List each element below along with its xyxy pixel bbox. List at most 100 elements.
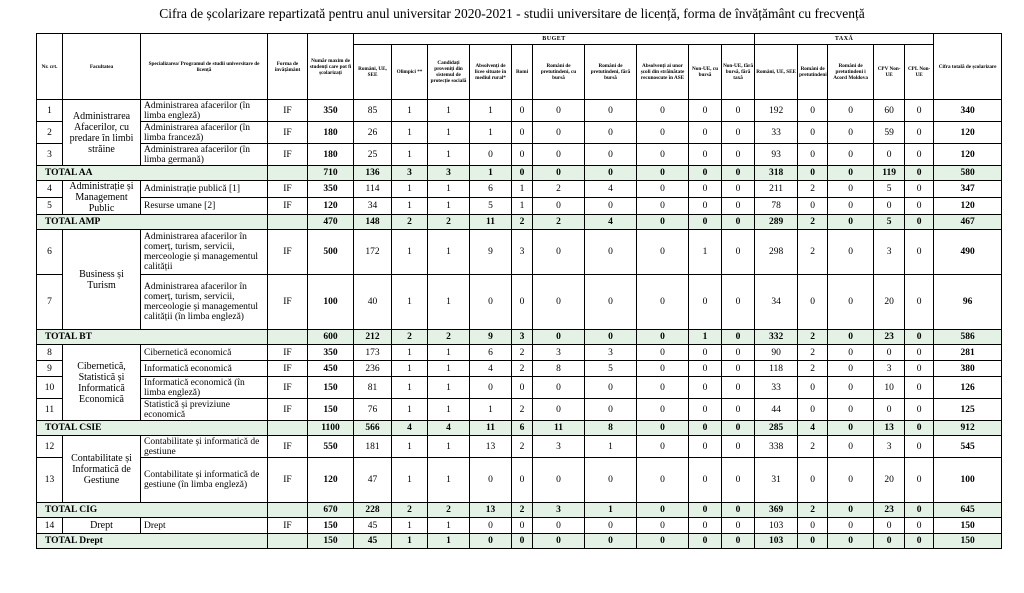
value-cell: 0 xyxy=(904,165,935,181)
table-row: 5 Resurse umane [2] IF 120 34 1 1 5 1 0 0 0 0 0 78 0 0 0 0… xyxy=(36,197,1003,215)
value-cell: 0 xyxy=(827,398,875,421)
value-cell: 1 xyxy=(427,274,470,330)
value-cell: 3 xyxy=(873,435,906,458)
value-cell: 31 xyxy=(754,457,799,503)
value-cell: 0 xyxy=(904,360,935,377)
value-cell: 103 xyxy=(754,533,799,549)
value-cell: 0 xyxy=(532,457,585,503)
value-cell: 0 xyxy=(720,197,756,215)
value-cell: 2 xyxy=(797,435,829,458)
total-cell: 347 xyxy=(933,180,1003,198)
enrollment-table: Nr. crt. Facultatea Specializarea/ Progr… xyxy=(36,33,1003,549)
value-cell: 0 xyxy=(688,344,722,361)
value-cell: 76 xyxy=(353,398,392,421)
value-cell: 34 xyxy=(754,274,799,330)
table-row: 7 Administrarea afacerilor în comerț, tur… xyxy=(36,274,1003,330)
value-cell: 0 xyxy=(720,99,756,122)
value-cell: 0 xyxy=(904,435,935,458)
forma-cell: IF xyxy=(267,121,308,144)
header-buget-col: Români de pretutindeni, cu bursă xyxy=(532,44,585,100)
value-cell: 1 xyxy=(427,376,470,399)
value-cell: 0 xyxy=(797,376,829,399)
value-cell: 0 xyxy=(797,398,829,421)
value-cell: 5 xyxy=(873,214,906,230)
total-cell: 545 xyxy=(933,435,1003,458)
value-cell: 0 xyxy=(584,457,637,503)
header-buget-col: Romi xyxy=(511,44,533,100)
value-cell: 0 xyxy=(688,360,722,377)
value-cell: 1 xyxy=(427,197,470,215)
value-cell: 1 xyxy=(427,435,470,458)
value-cell: 0 xyxy=(904,229,935,275)
value-cell: 26 xyxy=(353,121,392,144)
value-cell: 1 xyxy=(469,398,512,421)
value-cell: 1 xyxy=(427,344,470,361)
value-cell: 0 xyxy=(584,329,637,345)
value-cell: 8 xyxy=(584,420,637,436)
value-cell: 0 xyxy=(827,376,875,399)
numar-cell: 120 xyxy=(307,197,354,215)
value-cell: 2 xyxy=(797,502,829,518)
value-cell: 1 xyxy=(469,121,512,144)
value-cell: 33 xyxy=(754,376,799,399)
value-cell: 3 xyxy=(584,344,637,361)
value-cell: 119 xyxy=(873,165,906,181)
value-cell: 0 xyxy=(688,121,722,144)
forma-cell: IF xyxy=(267,360,308,377)
value-cell: 1 xyxy=(427,398,470,421)
value-cell: 0 xyxy=(511,376,533,399)
value-cell: 1 xyxy=(391,398,428,421)
value-cell: 0 xyxy=(688,420,722,436)
value-cell: 0 xyxy=(904,329,935,345)
total-cell: 467 xyxy=(933,214,1003,230)
value-cell: 13 xyxy=(469,435,512,458)
value-cell: 1 xyxy=(511,197,533,215)
numar-cell: 350 xyxy=(307,180,354,198)
value-cell: 0 xyxy=(636,376,689,399)
total-cell: 340 xyxy=(933,99,1003,122)
value-cell: 0 xyxy=(688,214,722,230)
total-cell: 100 xyxy=(933,457,1003,503)
value-cell: 4 xyxy=(584,214,637,230)
value-cell: 60 xyxy=(873,99,906,122)
value-cell: 0 xyxy=(720,180,756,198)
header-buget-col: Absolvenți de licee situate în mediul ru… xyxy=(469,44,512,100)
forma-cell: IF xyxy=(267,99,308,122)
value-cell: 2 xyxy=(797,180,829,198)
total-cell: 645 xyxy=(933,502,1003,518)
value-cell: 2 xyxy=(532,214,585,230)
forma-cell xyxy=(267,165,308,181)
total-cell: 120 xyxy=(933,121,1003,144)
value-cell: 0 xyxy=(532,533,585,549)
specializare-cell: Administrarea afacerilor (în limba germa… xyxy=(140,143,268,166)
value-cell: 1 xyxy=(427,533,470,549)
value-cell: 1 xyxy=(391,274,428,330)
value-cell: 1 xyxy=(391,121,428,144)
value-cell: 0 xyxy=(797,517,829,534)
numar-cell: 150 xyxy=(307,398,354,421)
header-buget-col: Non-UE, cu bursă xyxy=(688,44,722,100)
value-cell: 0 xyxy=(720,229,756,275)
value-cell: 47 xyxy=(353,457,392,503)
value-cell: 0 xyxy=(688,517,722,534)
value-cell: 0 xyxy=(688,197,722,215)
table-row: 6 Business și Turism Administrarea afaceri… xyxy=(36,229,1003,330)
forma-cell: IF xyxy=(267,435,308,458)
value-cell: 34 xyxy=(353,197,392,215)
total-cell: 912 xyxy=(933,420,1003,436)
numar-cell: 550 xyxy=(307,435,354,458)
value-cell: 0 xyxy=(636,143,689,166)
forma-cell xyxy=(267,214,308,230)
value-cell: 85 xyxy=(353,99,392,122)
total-cell: 120 xyxy=(933,143,1003,166)
value-cell: 0 xyxy=(532,99,585,122)
numar-cell: 150 xyxy=(307,533,354,549)
value-cell: 0 xyxy=(636,121,689,144)
total-cell: 580 xyxy=(933,165,1003,181)
specializare-cell: Administrarea afacerilor în comerț, turi… xyxy=(140,274,268,330)
value-cell: 0 xyxy=(636,517,689,534)
value-cell: 0 xyxy=(584,143,637,166)
value-cell: 0 xyxy=(904,376,935,399)
forma-cell: IF xyxy=(267,274,308,330)
value-cell: 2 xyxy=(797,229,829,275)
